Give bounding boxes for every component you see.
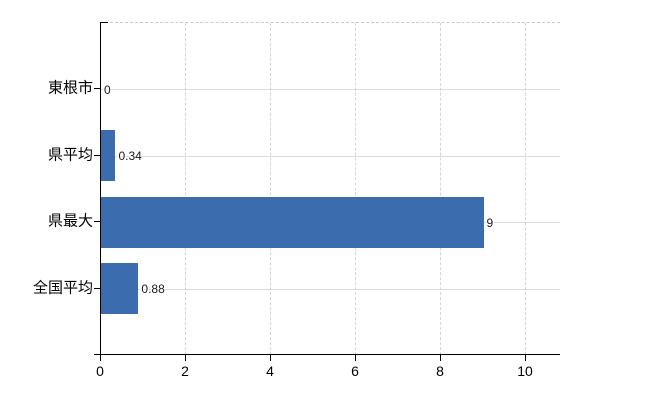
category-label: 県平均: [47, 146, 93, 163]
plot-area: 0 0.34 9 0.88: [100, 22, 560, 355]
x-tick-label: 4: [266, 363, 274, 379]
x-tick-mark: [185, 354, 186, 361]
bar: [101, 130, 116, 181]
category-label: 全国平均: [32, 279, 93, 296]
category-label: 東根市: [47, 79, 93, 97]
x-tick-mark: [525, 354, 526, 361]
gridline-vertical: [185, 23, 186, 355]
y-tick-mark: [94, 154, 100, 156]
value-label: 0.88: [141, 282, 165, 296]
x-tick-label: 8: [436, 363, 444, 379]
y-axis-line: [100, 22, 101, 361]
x-tick-mark: [270, 354, 271, 361]
y-axis-top-cap: [100, 22, 108, 23]
gridline-vertical: [525, 23, 526, 355]
x-tick-label: 10: [517, 363, 533, 379]
x-tick-mark: [440, 354, 441, 361]
y-tick-mark: [94, 221, 100, 222]
gridline-vertical: [440, 23, 441, 355]
y-tick-mark: [94, 287, 100, 289]
bar: [101, 196, 484, 248]
value-label: 0.34: [118, 149, 142, 163]
x-tick-label: 6: [351, 363, 359, 379]
x-tick-label: 2: [181, 363, 189, 379]
gridline-horizontal: [100, 288, 560, 290]
category-label: 県最大: [47, 212, 93, 230]
gridline-vertical: [270, 23, 271, 355]
y-tick-mark: [94, 88, 100, 89]
gridline-horizontal: [100, 155, 560, 157]
x-tick-mark: [355, 354, 356, 361]
value-label: 9: [486, 215, 494, 230]
x-axis-line: [94, 354, 560, 355]
bar: [101, 263, 139, 314]
value-label: 0: [104, 82, 111, 97]
x-tick-label: 0: [96, 363, 104, 379]
gridline-horizontal: [100, 89, 560, 90]
gridline-vertical: [355, 23, 356, 355]
